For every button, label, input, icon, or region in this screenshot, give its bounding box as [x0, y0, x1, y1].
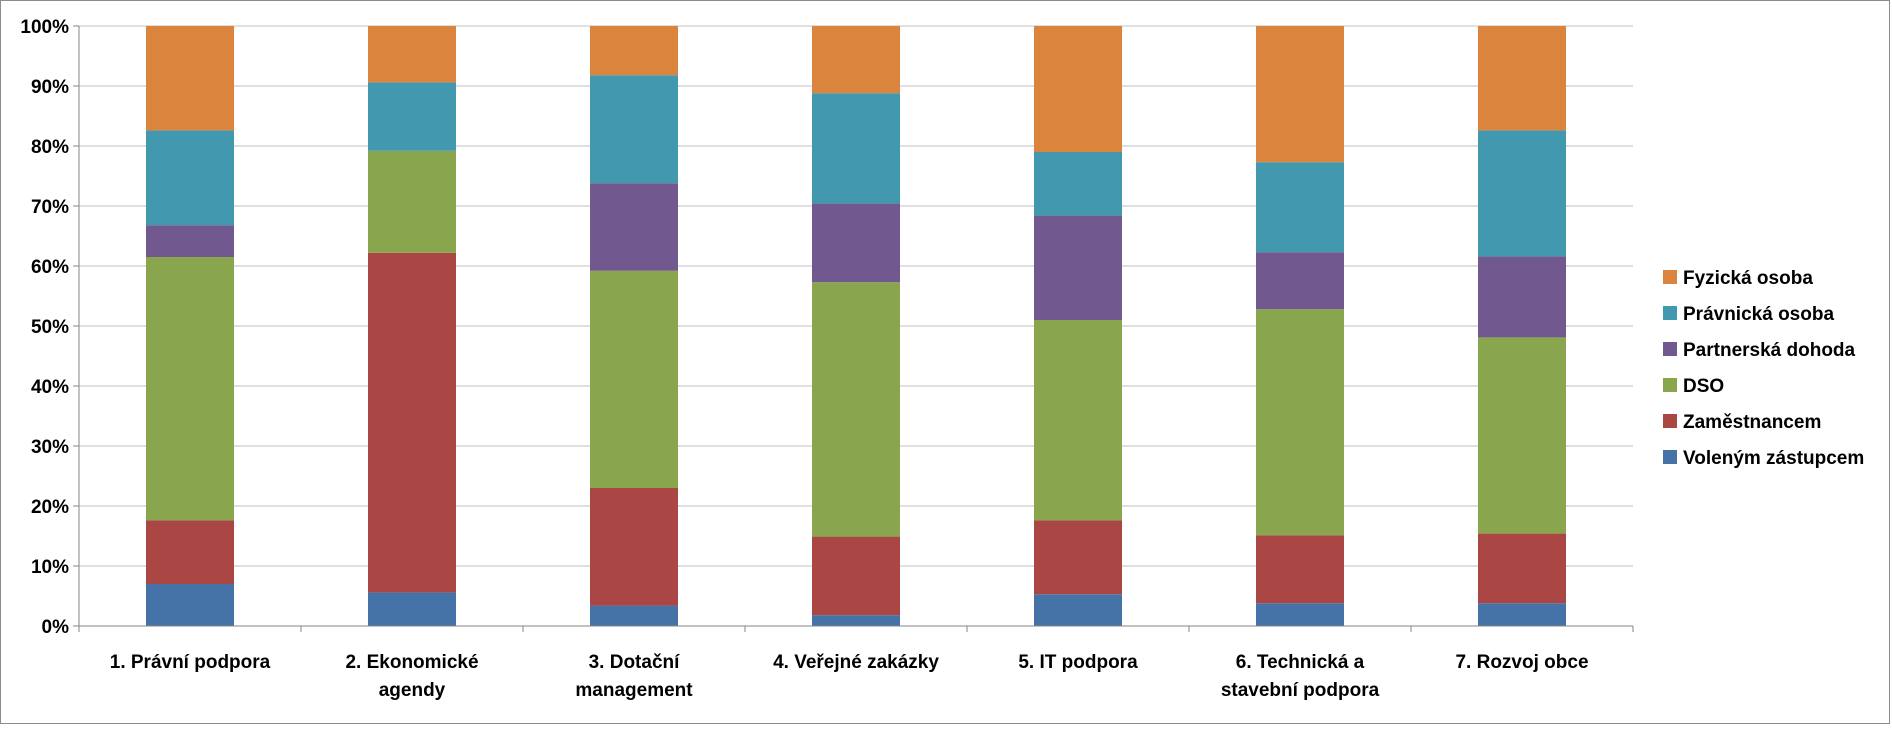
bar-segment-pr-vnick-osoba: [1034, 152, 1122, 216]
legend-label: Partnerská dohoda: [1683, 340, 1856, 361]
legend-swatch: [1663, 450, 1677, 464]
y-tick-label: 0%: [42, 617, 70, 638]
bar-segment-pr-vnick-osoba: [590, 75, 678, 184]
bar-segment-dso: [590, 270, 678, 488]
bar-segment-volen-m-z-stupcem: [368, 592, 456, 626]
x-category-label: 3. Dotační: [589, 652, 681, 673]
bar-segment-dso: [1478, 337, 1566, 534]
y-tick-label: 100%: [20, 17, 69, 38]
bar-segment-fyzick-osoba: [1034, 26, 1122, 152]
bar-segment-zam-stnancem: [368, 252, 456, 593]
bar-segment-partnersk-dohoda: [1034, 215, 1122, 320]
axes: [73, 25, 1634, 632]
bar-segment-partnersk-dohoda: [1478, 256, 1566, 338]
x-category-label: stavební podpora: [1221, 680, 1380, 701]
bar-segment-volen-m-z-stupcem: [812, 615, 900, 626]
x-category-label: 5. IT podpora: [1018, 652, 1138, 673]
bar-segment-fyzick-osoba: [590, 26, 678, 76]
bar-segment-dso: [1034, 320, 1122, 521]
bar-segment-pr-vnick-osoba: [1256, 162, 1344, 253]
x-axis-category-labels: 1. Právní podpora 2. Ekonomické agendy 3. D…: [110, 652, 1589, 701]
x-category-label: management: [575, 680, 693, 701]
y-tick-label: 60%: [31, 257, 69, 278]
legend-label: Zaměstnancem: [1683, 412, 1821, 433]
y-tick-label: 90%: [31, 77, 69, 98]
bar-segment-pr-vnick-osoba: [146, 130, 234, 226]
bar-segment-zam-stnancem: [1478, 533, 1566, 604]
y-tick-label: 20%: [31, 497, 69, 518]
legend-swatch: [1663, 342, 1677, 356]
x-category-label: 1. Právní podpora: [110, 652, 271, 673]
y-tick-label: 50%: [31, 317, 69, 338]
y-tick-label: 70%: [31, 197, 69, 218]
bar-segment-fyzick-osoba: [1256, 26, 1344, 163]
bar-segment-pr-vnick-osoba: [1478, 130, 1566, 257]
bar-segment-volen-m-z-stupcem: [1034, 594, 1122, 626]
bar-segment-pr-vnick-osoba: [368, 82, 456, 151]
bar-segment-zam-stnancem: [590, 488, 678, 606]
bar-segment-fyzick-osoba: [812, 26, 900, 94]
bar-segment-fyzick-osoba: [1478, 26, 1566, 131]
bar-segment-zam-stnancem: [1034, 520, 1122, 595]
legend-swatch: [1663, 414, 1677, 428]
bar-segment-dso: [812, 282, 900, 537]
bar-segment-pr-vnick-osoba: [812, 93, 900, 204]
bar-segment-fyzick-osoba: [146, 26, 234, 131]
bar-segment-dso: [1256, 309, 1344, 536]
bar-segment-partnersk-dohoda: [146, 225, 234, 257]
bar-segment-zam-stnancem: [1256, 535, 1344, 604]
bar-segment-partnersk-dohoda: [1256, 252, 1344, 310]
x-category-label: agendy: [379, 680, 446, 701]
bar-segment-volen-m-z-stupcem: [1256, 603, 1344, 626]
bar-segment-partnersk-dohoda: [812, 203, 900, 283]
x-category-label: 6. Technická a: [1236, 652, 1365, 673]
y-tick-label: 80%: [31, 137, 69, 158]
y-axis-tick-labels: 0% 10% 20% 30% 40% 50% 60% 70% 80% 90% 100%: [20, 17, 69, 638]
legend-swatch: [1663, 378, 1677, 392]
bar-segment-volen-m-z-stupcem: [590, 605, 678, 626]
bar-segment-zam-stnancem: [812, 536, 900, 616]
legend-label: Fyzická osoba: [1683, 268, 1813, 289]
bar-segment-dso: [146, 257, 234, 521]
x-category-label: 4. Veřejné zakázky: [773, 652, 939, 673]
y-tick-label: 30%: [31, 437, 69, 458]
bar-segment-partnersk-dohoda: [590, 183, 678, 271]
legend-label: Právnická osoba: [1683, 304, 1834, 325]
legend-swatch: [1663, 306, 1677, 320]
bar-segment-volen-m-z-stupcem: [1478, 603, 1566, 626]
legend-label: DSO: [1683, 376, 1724, 397]
x-category-label: 7. Rozvoj obce: [1455, 652, 1588, 673]
bars: [146, 26, 1566, 626]
legend-label: Voleným zástupcem: [1683, 448, 1864, 469]
bar-segment-fyzick-osoba: [368, 26, 456, 83]
legend: Fyzická osoba Právnická osoba Partnerská d…: [1663, 268, 1864, 469]
y-tick-label: 40%: [31, 377, 69, 398]
x-category-label: 2. Ekonomické: [345, 652, 478, 673]
legend-swatch: [1663, 270, 1677, 284]
bar-segment-dso: [368, 150, 456, 253]
bar-segment-zam-stnancem: [146, 520, 234, 584]
y-tick-label: 10%: [31, 557, 69, 578]
bar-segment-volen-m-z-stupcem: [146, 584, 234, 626]
